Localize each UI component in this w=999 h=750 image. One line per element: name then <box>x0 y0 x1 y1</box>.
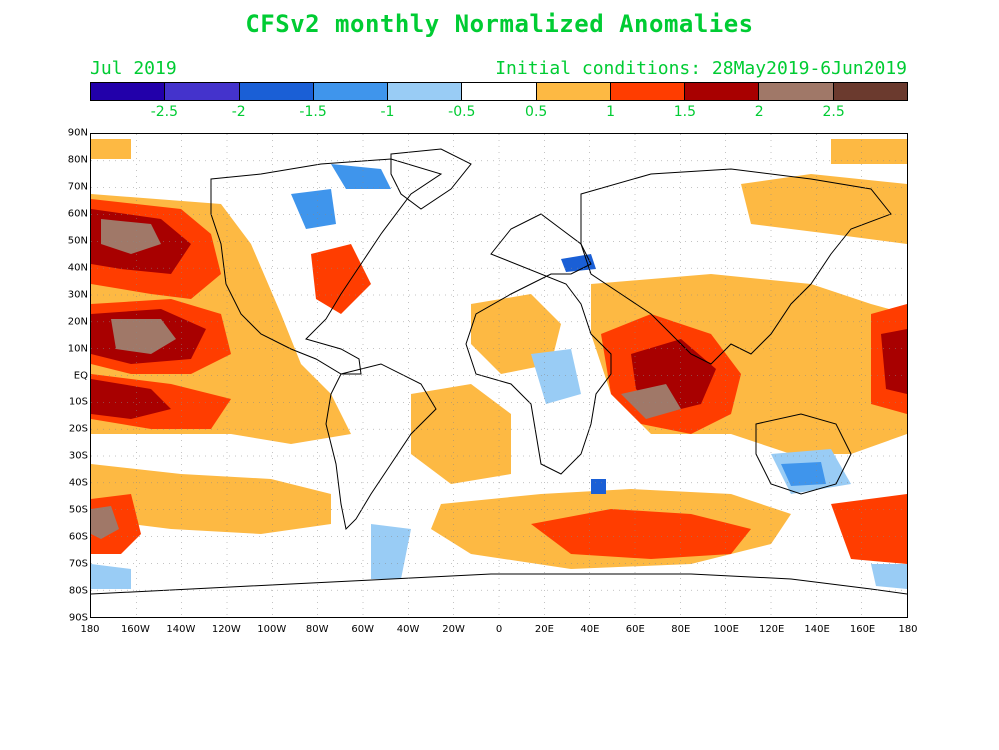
anomaly-region <box>371 524 411 579</box>
color-swatch <box>91 83 166 100</box>
latitude-label: 10N <box>67 343 88 355</box>
latitude-label: 30S <box>68 450 88 462</box>
latitude-label: 20N <box>67 316 88 328</box>
latitude-label: 40S <box>68 477 88 489</box>
latitude-label: 30N <box>67 289 88 301</box>
forecast-month: Jul 2019 <box>90 58 177 79</box>
anomaly-region <box>591 479 606 494</box>
anomaly-region <box>881 329 907 394</box>
color-swatch <box>313 83 389 100</box>
longitude-label: 120E <box>758 624 785 635</box>
anomaly-region <box>531 349 581 404</box>
color-legend-label: -2 <box>231 104 246 120</box>
anomaly-region <box>91 506 119 539</box>
anomaly-region <box>311 244 371 314</box>
greenland-coast <box>390 148 472 210</box>
longitude-label: 40W <box>396 624 420 635</box>
latitude-label: 60N <box>67 208 88 220</box>
color-legend-label: -0.5 <box>448 104 476 120</box>
color-swatch <box>610 83 686 100</box>
longitude-label: 0 <box>495 624 503 635</box>
color-swatch <box>759 83 834 100</box>
color-legend-label: 2.5 <box>822 104 845 120</box>
color-legend <box>90 82 908 101</box>
latitude-label: 90N <box>67 127 88 139</box>
anomaly-region <box>91 379 171 419</box>
latitude-label: 50N <box>67 235 88 247</box>
longitude-label: 80W <box>305 624 329 635</box>
color-swatch <box>536 83 611 100</box>
longitude-label: 60E <box>625 624 645 635</box>
coastlines <box>91 148 907 595</box>
color-legend-label: 1 <box>606 104 615 120</box>
latitude-label: 40N <box>67 262 88 274</box>
longitude-label: 100W <box>257 624 287 635</box>
latitude-label: 20S <box>68 423 88 435</box>
latitude-label: 10S <box>68 396 88 408</box>
color-legend-label: 1.5 <box>673 104 697 120</box>
longitude-label: 20E <box>534 624 554 635</box>
color-swatch <box>462 83 537 100</box>
anomaly-region <box>831 139 907 164</box>
page-title: CFSv2 monthly Normalized Anomalies <box>245 10 754 38</box>
anomaly-region <box>531 509 751 559</box>
anomaly-region <box>101 219 161 254</box>
anomaly-region <box>91 564 131 589</box>
longitude-label: 160W <box>120 624 150 635</box>
color-legend-label: -1.5 <box>299 104 327 120</box>
anomaly-region <box>741 174 907 244</box>
anomaly-region <box>291 189 336 229</box>
color-legend-label: -2.5 <box>150 104 179 120</box>
longitude-label: 140W <box>166 624 196 635</box>
color-legend-label: 2 <box>754 104 764 120</box>
latitude-label: EQ <box>73 370 88 381</box>
australia-coast <box>755 413 852 495</box>
longitude-label: 160E <box>849 624 876 635</box>
longitude-label: 60W <box>351 624 374 635</box>
longitude-label: 40E <box>580 624 600 635</box>
color-swatch <box>239 83 314 100</box>
longitude-label: 120W <box>211 624 241 635</box>
latitude-label: 70S <box>68 558 88 570</box>
anomaly-region <box>871 564 907 589</box>
anomaly-region <box>111 319 176 354</box>
anomaly-region <box>561 254 596 272</box>
anomaly-region <box>621 384 681 419</box>
latitude-label: 80S <box>68 585 88 597</box>
map-svg <box>91 134 907 617</box>
color-swatch <box>388 83 463 100</box>
color-legend-label: -1 <box>380 104 395 120</box>
asia-coast <box>580 168 892 365</box>
color-swatch <box>833 83 907 100</box>
color-legend-label: 0.5 <box>525 104 548 120</box>
grid-lines <box>91 134 907 617</box>
color-swatch <box>165 83 240 100</box>
anomaly-region <box>331 164 391 189</box>
latitude-label: 70N <box>67 181 88 193</box>
anomaly-shading <box>91 139 907 589</box>
longitude-label: 20W <box>442 624 465 635</box>
antarctica-coast <box>91 573 907 595</box>
anomaly-region <box>91 464 331 534</box>
latitude-label: 80N <box>67 154 88 166</box>
longitude-label: 180 <box>80 624 100 635</box>
anomaly-region <box>781 462 826 486</box>
north-america-coast <box>210 158 443 375</box>
south-america-coast <box>325 363 437 531</box>
anomaly-region <box>831 494 907 564</box>
longitude-label: 140E <box>804 624 830 635</box>
europe-africa-coast <box>465 213 612 475</box>
anomaly-region <box>91 139 131 159</box>
anomaly-region <box>411 384 511 484</box>
longitude-label: 80E <box>671 624 691 635</box>
anomaly-map <box>90 133 908 618</box>
latitude-label: 90S <box>68 612 88 624</box>
longitude-label: 180 <box>898 624 918 635</box>
latitude-label: 60S <box>68 531 88 543</box>
latitude-label: 50S <box>68 504 88 516</box>
initial-conditions: Initial conditions: 28May2019-6Jun2019 <box>495 58 907 79</box>
longitude-label: 100E <box>713 624 739 635</box>
color-swatch <box>685 83 760 100</box>
